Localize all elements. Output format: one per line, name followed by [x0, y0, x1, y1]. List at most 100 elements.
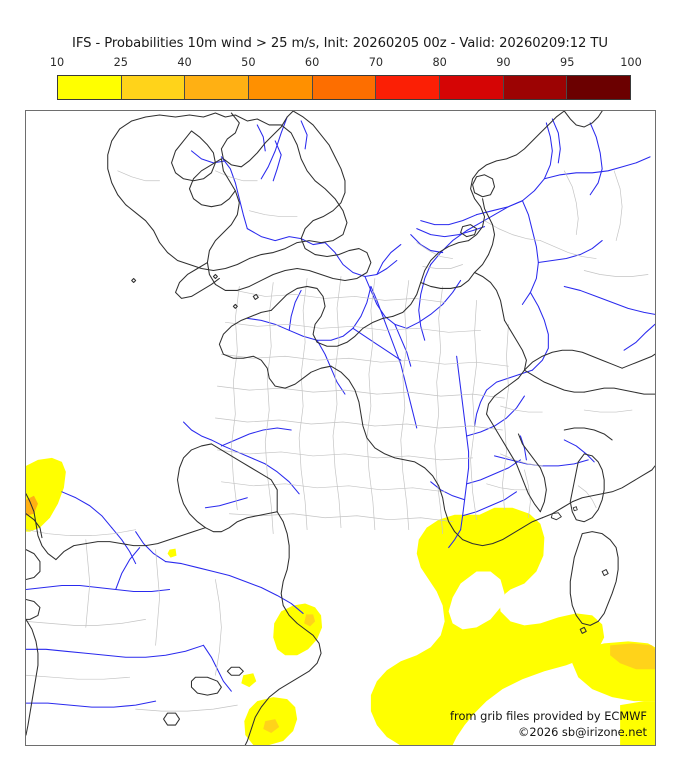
dept-line-h5 — [215, 417, 503, 431]
coastline-italy — [541, 465, 655, 519]
colorbar-tick-labels: 10 25 40 50 60 70 80 90 95 100 — [50, 56, 642, 72]
river-maas — [416, 226, 486, 238]
coastline-normandy — [270, 285, 394, 347]
river-tagus — [26, 644, 204, 658]
river-marne — [406, 279, 462, 329]
river-shannon — [260, 116, 288, 180]
admin-es-2 — [85, 539, 91, 628]
dept-line-v2 — [264, 282, 274, 535]
coastline-german-bight — [563, 111, 603, 128]
river-inn — [623, 323, 655, 351]
map-frame[interactable]: from grib files provided by ECMWF ©2026 … — [25, 110, 656, 746]
border-fr-be — [420, 271, 476, 289]
dept-line-h6 — [217, 449, 473, 461]
colorbar-tick-25: 25 — [113, 56, 128, 69]
river-loire-upper — [370, 285, 418, 429]
border-de-at — [621, 353, 655, 369]
coastline-great-britain — [171, 111, 294, 182]
island-capraia — [572, 506, 578, 512]
colorbar-gradient — [57, 75, 631, 100]
admin-at-1 — [583, 409, 633, 413]
river-trent — [272, 140, 282, 182]
coastline-sardinia — [569, 531, 619, 626]
admin-es-1 — [26, 529, 137, 537]
river-doubs — [466, 395, 525, 437]
river-rhine-delta — [420, 214, 478, 226]
river-garonne — [210, 439, 300, 495]
river-iberia-nw — [111, 527, 137, 565]
shaded-region-ionian-25 — [610, 643, 655, 670]
dept-line-h7 — [221, 481, 446, 493]
river-neckar — [537, 240, 603, 264]
shaded-region-galicia — [26, 457, 66, 532]
dept-line-v4 — [332, 276, 342, 529]
admin-de-2 — [540, 240, 597, 259]
coastline-cantabrian — [55, 527, 206, 561]
river-scheldt — [410, 234, 444, 254]
river-severn — [220, 156, 248, 230]
dept-line-h3 — [221, 353, 509, 367]
border-fr-ch — [486, 319, 527, 415]
admin-uk-1 — [215, 170, 258, 182]
coastline-cornwall — [175, 261, 220, 299]
dept-line-v6 — [400, 280, 410, 531]
river-ireland-east — [256, 124, 266, 152]
border-fr-de — [474, 271, 506, 321]
coastline-portugal — [26, 618, 39, 736]
coastline-north-france — [392, 240, 470, 317]
colorbar: 10 25 40 50 60 70 80 90 95 100 — [50, 56, 642, 100]
coastline-ireland — [107, 112, 348, 272]
river-loire — [246, 285, 372, 341]
admin-de-1 — [484, 220, 541, 241]
admin-ie-1 — [117, 170, 160, 182]
island-dot-4 — [252, 293, 259, 300]
river-oise — [376, 244, 402, 276]
colorbar-tick-60: 60 — [304, 56, 320, 69]
river-thames — [246, 228, 326, 246]
river-weser — [589, 122, 603, 196]
coastline-wales — [188, 158, 236, 208]
shaded-region-catalonia-core — [304, 614, 316, 627]
dept-line-h2 — [225, 321, 481, 333]
admin-de-5 — [583, 270, 649, 277]
dept-line-v5 — [366, 278, 376, 531]
colorbar-segment-25-40 — [121, 76, 186, 99]
shaded-region-valencia-core — [263, 719, 280, 734]
border-ch-at — [583, 387, 655, 395]
admin-it-2 — [524, 469, 531, 519]
river-ems — [551, 118, 561, 164]
shaded-region-italy-notch — [448, 571, 505, 630]
colorbar-tick-10: 10 — [49, 56, 65, 69]
border-pyrenees — [210, 443, 278, 513]
river-rhine-upper — [521, 200, 539, 305]
small-islands-layer — [550, 506, 578, 521]
colorbar-segment-80-90 — [440, 76, 504, 99]
coastline-brittany — [218, 309, 332, 389]
river-swiss-lakes — [474, 389, 488, 427]
coastline-mallorca — [190, 676, 222, 696]
admin-es-4 — [155, 549, 160, 646]
coastline-england — [206, 111, 372, 291]
river-rhine-alpine — [529, 291, 549, 371]
admin-de-4 — [613, 170, 623, 241]
river-danube-upper — [563, 285, 655, 315]
river-minho — [61, 491, 113, 529]
page-title: IFS - Probabilities 10m wind > 25 m/s, I… — [72, 36, 608, 51]
colorbar-segment-95-100 — [567, 76, 631, 99]
shaded-region-catalonia — [273, 603, 323, 656]
coastline-galicia — [26, 493, 57, 620]
river-duero — [26, 584, 171, 593]
coastline-netherlands — [468, 111, 565, 242]
river-aare — [486, 369, 533, 391]
colorbar-tick-95: 95 — [560, 56, 575, 69]
probability-shading-layer — [26, 457, 655, 745]
admin-es-3 — [26, 619, 146, 626]
border-it-si — [563, 427, 613, 441]
river-ebro-upper — [135, 531, 167, 563]
river-isere — [466, 459, 521, 485]
colorbar-tick-70: 70 — [368, 56, 384, 69]
dept-line-h1 — [234, 290, 446, 303]
river-adour — [204, 497, 248, 509]
admin-be-1 — [416, 242, 453, 259]
shaded-region-cantabria-spot — [167, 548, 177, 558]
